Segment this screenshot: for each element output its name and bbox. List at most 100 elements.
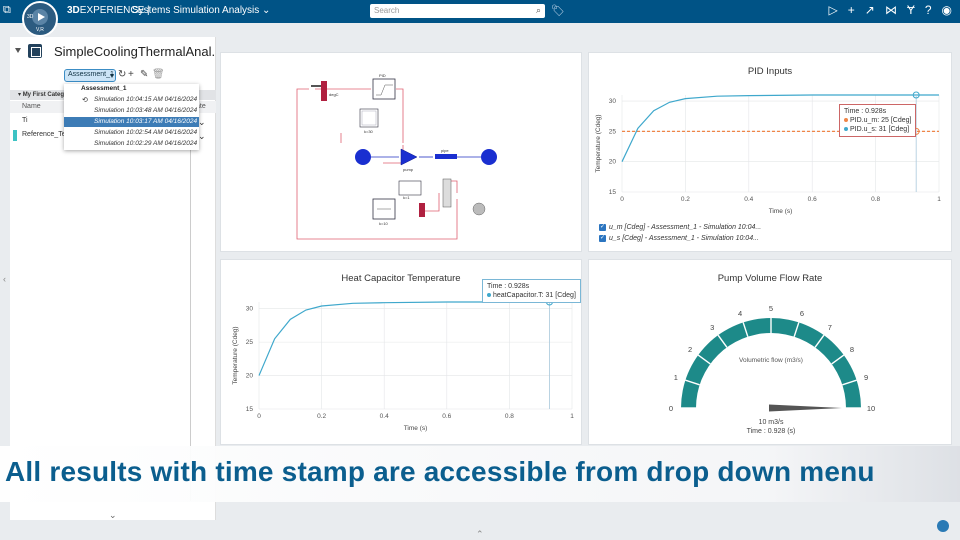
y-tick-label: 30 [609, 98, 617, 105]
heat-tooltip: Time : 0.928s heatCapacitor.T: 31 [Cdeg] [482, 279, 581, 303]
add-icon[interactable]: + [847, 3, 855, 17]
chart-title: Pump Volume Flow Rate [717, 273, 823, 284]
series-line [258, 301, 572, 376]
gauge-tick [685, 379, 700, 386]
gauge-value: 10 m3/s [759, 419, 784, 426]
svg-text:k=30: k=30 [364, 129, 374, 134]
network-icon[interactable]: ⋈ [884, 3, 897, 17]
sink-block [481, 149, 497, 165]
dropdown-item[interactable]: Simulation 10:02:54 AM 04/16/2024 [94, 129, 198, 136]
column-name[interactable]: Name [22, 103, 41, 110]
forward-icon[interactable]: ↗ [864, 3, 875, 17]
gauge-tick-label: 8 [850, 345, 854, 354]
expand-down-icon[interactable]: ⌄ [109, 510, 117, 520]
chevron-down-icon[interactable] [110, 74, 114, 78]
gauge-tick-label: 0 [669, 404, 673, 413]
x-tick-label: 0.8 [871, 196, 880, 203]
checkbox-checked-icon[interactable]: ✓ [599, 224, 606, 231]
dropdown-item[interactable]: Simulation 10:02:29 AM 04/16/2024 [94, 140, 198, 147]
model-title: SimpleCoolingThermalAnal... [54, 44, 214, 59]
caption-banner: All results with time stamp are accessib… [0, 446, 960, 502]
pid-block [372, 78, 396, 100]
dropdown-item[interactable]: Simulation 10:03:48 AM 04/16/2024 [94, 107, 198, 114]
model-icon [28, 44, 42, 58]
table-row[interactable]: Ti ⌄ [10, 115, 216, 127]
legend-item-um[interactable]: ✓ u_m [Cdeg] - Assessment_1 - Simulation… [599, 224, 762, 231]
gauge-tick-label: 10 [867, 404, 875, 413]
tag-icon[interactable]: 🏷 [551, 5, 565, 17]
temperature-sensor-block [321, 81, 327, 101]
svg-text:pump: pump [403, 167, 414, 172]
source-block [355, 149, 371, 165]
gauge-tick [842, 379, 857, 386]
model-header: SimpleCoolingThermalAnal... [10, 41, 216, 63]
y-axis-label: Temperature (Cdeg) [595, 114, 602, 172]
gauge-needle [769, 404, 842, 412]
color-swatch [13, 130, 17, 141]
pump-block [400, 148, 418, 166]
compass-button[interactable]: 3D V,R [22, 1, 58, 37]
model-diagram[interactable]: degC PID k=30 pump pipe k=10 k=1 [221, 53, 581, 251]
gauge-tick-label: 3 [710, 323, 714, 332]
pump-gauge[interactable]: 0 1 2 3 4 5 6 7 8 9 10 Volumetric flow (m3/s) 10 m3/… [589, 260, 953, 446]
x-tick-label: 0.4 [380, 413, 389, 420]
series-dot [844, 127, 848, 132]
search-input[interactable]: Search ⌕ [370, 4, 545, 18]
y-tick-label: 25 [246, 339, 254, 346]
column-value[interactable]: ate [196, 103, 206, 110]
bottom-expand-icon[interactable]: ⌃ [476, 529, 484, 539]
help-icon[interactable]: ? [924, 3, 932, 17]
chat-icon[interactable] [937, 520, 949, 532]
gauge-tick-label: 9 [864, 373, 868, 382]
user-icon[interactable]: ◉ [941, 3, 952, 17]
row-label: Reference_Te... [22, 131, 72, 138]
dropdown-item-selected[interactable]: Simulation 10:03:17 AM 04/16/2024 [64, 117, 199, 127]
gauge-tick [814, 334, 825, 348]
y-tick-label: 25 [609, 128, 617, 135]
delete-icon[interactable]: 🗑 [152, 69, 165, 80]
table-row[interactable]: Reference_Te... ⌄ [10, 129, 216, 141]
legend-item-us[interactable]: ✓ u_s [Cdeg] - Assessment_1 - Simulation… [599, 235, 759, 242]
pid-tooltip: Time : 0.928s PID.u_m: 25 [Cdeg] PID.u_s… [839, 104, 917, 137]
dropdown-item[interactable]: ⟲ Simulation 10:04:15 AM 04/16/2024 [82, 96, 198, 104]
share-play-icon[interactable]: ▷ [828, 3, 838, 17]
brand-label: 3DEXPERIENCE | [67, 5, 150, 16]
row-chevron-icon[interactable]: ⌄ [198, 131, 206, 141]
ds-logo-icon[interactable]: ⧉ [3, 4, 11, 16]
x-axis-label: Time (s) [404, 425, 428, 432]
search-icon[interactable]: ⌕ [535, 5, 541, 15]
left-collapse-icon[interactable]: ‹ [3, 274, 6, 284]
app-title-menu[interactable]: Systems Simulation Analysis ⌄ [132, 5, 271, 16]
column-divider [190, 101, 191, 501]
cursor-marker [912, 91, 920, 99]
diagram-card: degC PID k=30 pump pipe k=10 k=1 [220, 52, 582, 252]
y-tick-label: 15 [246, 406, 254, 413]
x-tick-label: 0.4 [744, 196, 753, 203]
dropdown-header: Assessment_1 [81, 85, 127, 92]
collapse-caret-icon[interactable] [15, 48, 21, 53]
compass-vr-label: V,R [36, 27, 44, 33]
x-tick-label: 0 [620, 196, 624, 203]
x-tick-label: 0.6 [442, 413, 451, 420]
x-tick-label: 0 [257, 413, 261, 420]
svg-text:pipe: pipe [441, 148, 449, 153]
edit-icon[interactable]: ✎ [140, 69, 149, 80]
tools-icon[interactable]: Ɏ [906, 3, 915, 17]
row-label: Ti [22, 117, 28, 124]
gauge-tick-label: 2 [688, 345, 692, 354]
series-line [621, 94, 939, 162]
row-chevron-icon[interactable]: ⌄ [198, 117, 206, 127]
gauge-tick-label: 1 [674, 373, 678, 382]
heat-capacitor-chart[interactable]: 15 20 25 30 0 0.2 0.4 0.6 0.8 1 Time (s) Temperatur… [221, 260, 583, 440]
heat-capacitor-block [442, 178, 452, 208]
svg-text:k=1: k=1 [403, 195, 410, 200]
checkbox-checked-icon[interactable]: ✓ [599, 235, 606, 242]
gauge-tick-label: 6 [800, 309, 804, 318]
x-axis-label: Time (s) [769, 208, 793, 215]
y-axis-label: Temperature (Cdeg) [232, 326, 239, 384]
assessment-select[interactable]: Assessment_1 [64, 69, 116, 82]
pid-inputs-chart[interactable]: 15 20 25 30 0 0.2 0.4 0.6 0.8 1 Time (s) Temperatur… [589, 53, 953, 221]
add-assessment-icon[interactable]: + [128, 69, 134, 80]
refresh-icon[interactable]: ↻ [118, 69, 127, 80]
simulation-dropdown: Assessment_1 ⟲ Simulation 10:04:15 AM 04… [64, 84, 199, 150]
